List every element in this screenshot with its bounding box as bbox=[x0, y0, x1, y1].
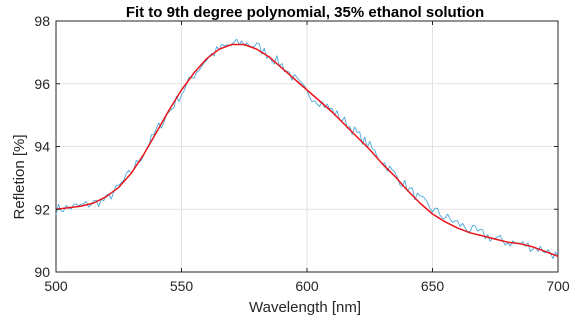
x-axis-label: Wavelength [nm] bbox=[249, 299, 361, 316]
grid bbox=[56, 21, 558, 272]
series-group bbox=[55, 38, 559, 259]
y-tick-label: 98 bbox=[34, 13, 50, 29]
y-axis-label: Refletion [%] bbox=[11, 134, 28, 219]
fit-curve bbox=[55, 43, 559, 258]
x-tick-label: 600 bbox=[295, 278, 319, 294]
ticks-group: 500 550 600 650 700 90 92 94 96 98 bbox=[34, 13, 569, 294]
y-tick-label: 94 bbox=[34, 139, 50, 155]
chart-title: Fit to 9th degree polynomial, 35% ethano… bbox=[126, 4, 484, 21]
y-tick-label: 90 bbox=[34, 264, 50, 280]
y-tick-label: 92 bbox=[34, 201, 50, 217]
y-tick-label: 96 bbox=[34, 76, 50, 92]
x-tick-label: 550 bbox=[170, 278, 194, 294]
x-tick-label: 650 bbox=[421, 278, 445, 294]
x-tick-label: 700 bbox=[546, 278, 570, 294]
x-tick-label: 500 bbox=[44, 278, 68, 294]
